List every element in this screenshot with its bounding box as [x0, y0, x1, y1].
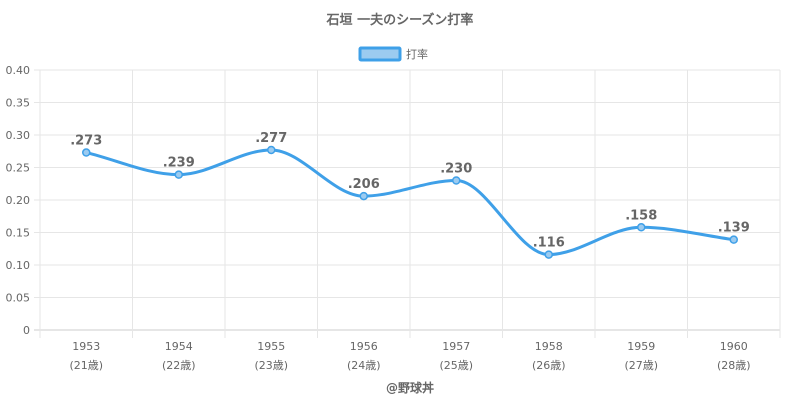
- data-point: [174, 170, 183, 179]
- x-tick-label: 1960: [720, 340, 748, 353]
- data-point: [544, 250, 553, 259]
- x-axis: 1953 (21歳) 1954 (22歳) 1955 (23歳) 1956 (24歳) 1957…: [69, 340, 750, 372]
- y-tick-label: 0.15: [6, 227, 31, 240]
- grid: [34, 69, 781, 338]
- data-label: .230: [440, 162, 472, 177]
- data-point: [452, 176, 461, 185]
- data-labels: .273 .239 .277 .206 .230 .116 .158 .139: [70, 131, 750, 251]
- x-tick-label: 1954: [165, 340, 193, 353]
- y-axis: 0 0.05 0.10 0.15 0.20 0.25 0.30 0.35 0.40: [6, 64, 31, 337]
- x-tick-label: 1953: [72, 340, 100, 353]
- x-tick-sublabel: (25歳): [439, 359, 473, 372]
- y-tick-label: 0: [23, 324, 30, 337]
- x-tick-label: 1957: [442, 340, 470, 353]
- series-line: [84, 148, 736, 257]
- y-tick-label: 0.05: [6, 292, 31, 305]
- x-tick-sublabel: (23歳): [254, 359, 288, 372]
- x-tick-sublabel: (22歳): [162, 359, 196, 372]
- y-tick-label: 0.35: [6, 97, 31, 110]
- x-tick-sublabel: (24歳): [347, 359, 381, 372]
- legend-label: 打率: [406, 47, 428, 61]
- y-tick-label: 0.10: [6, 259, 31, 272]
- x-tick-sublabel: (27歳): [624, 359, 658, 372]
- data-label: .158: [625, 208, 657, 223]
- data-label: .116: [533, 236, 565, 251]
- footer-credit: @野球丼: [386, 380, 434, 395]
- data-point: [729, 235, 738, 244]
- data-point: [637, 223, 646, 232]
- x-tick-label: 1959: [627, 340, 655, 353]
- chart-title: 石垣 一夫のシーズン打率: [326, 12, 474, 28]
- data-point: [359, 191, 368, 201]
- legend-swatch: [358, 46, 402, 62]
- y-tick-label: 0.30: [6, 129, 31, 142]
- x-tick-sublabel: (26歳): [532, 359, 566, 372]
- data-label: .206: [348, 177, 380, 192]
- legend[interactable]: 打率: [358, 46, 428, 62]
- series-line-group: [82, 145, 738, 259]
- x-tick-label: 1955: [257, 340, 285, 353]
- data-label: .277: [255, 131, 287, 146]
- x-tick-label: 1958: [535, 340, 563, 353]
- x-tick-sublabel: (28歳): [717, 359, 751, 372]
- data-label: .239: [163, 156, 195, 171]
- y-tick-label: 0.40: [6, 64, 31, 77]
- y-tick-label: 0.25: [6, 162, 31, 175]
- data-label: .273: [70, 134, 102, 149]
- data-point: [82, 148, 91, 157]
- y-tick-label: 0.20: [6, 194, 31, 207]
- x-tick-sublabel: (21歳): [69, 359, 103, 372]
- data-point: [267, 145, 276, 155]
- data-label: .139: [718, 221, 750, 236]
- x-tick-label: 1956: [350, 340, 378, 353]
